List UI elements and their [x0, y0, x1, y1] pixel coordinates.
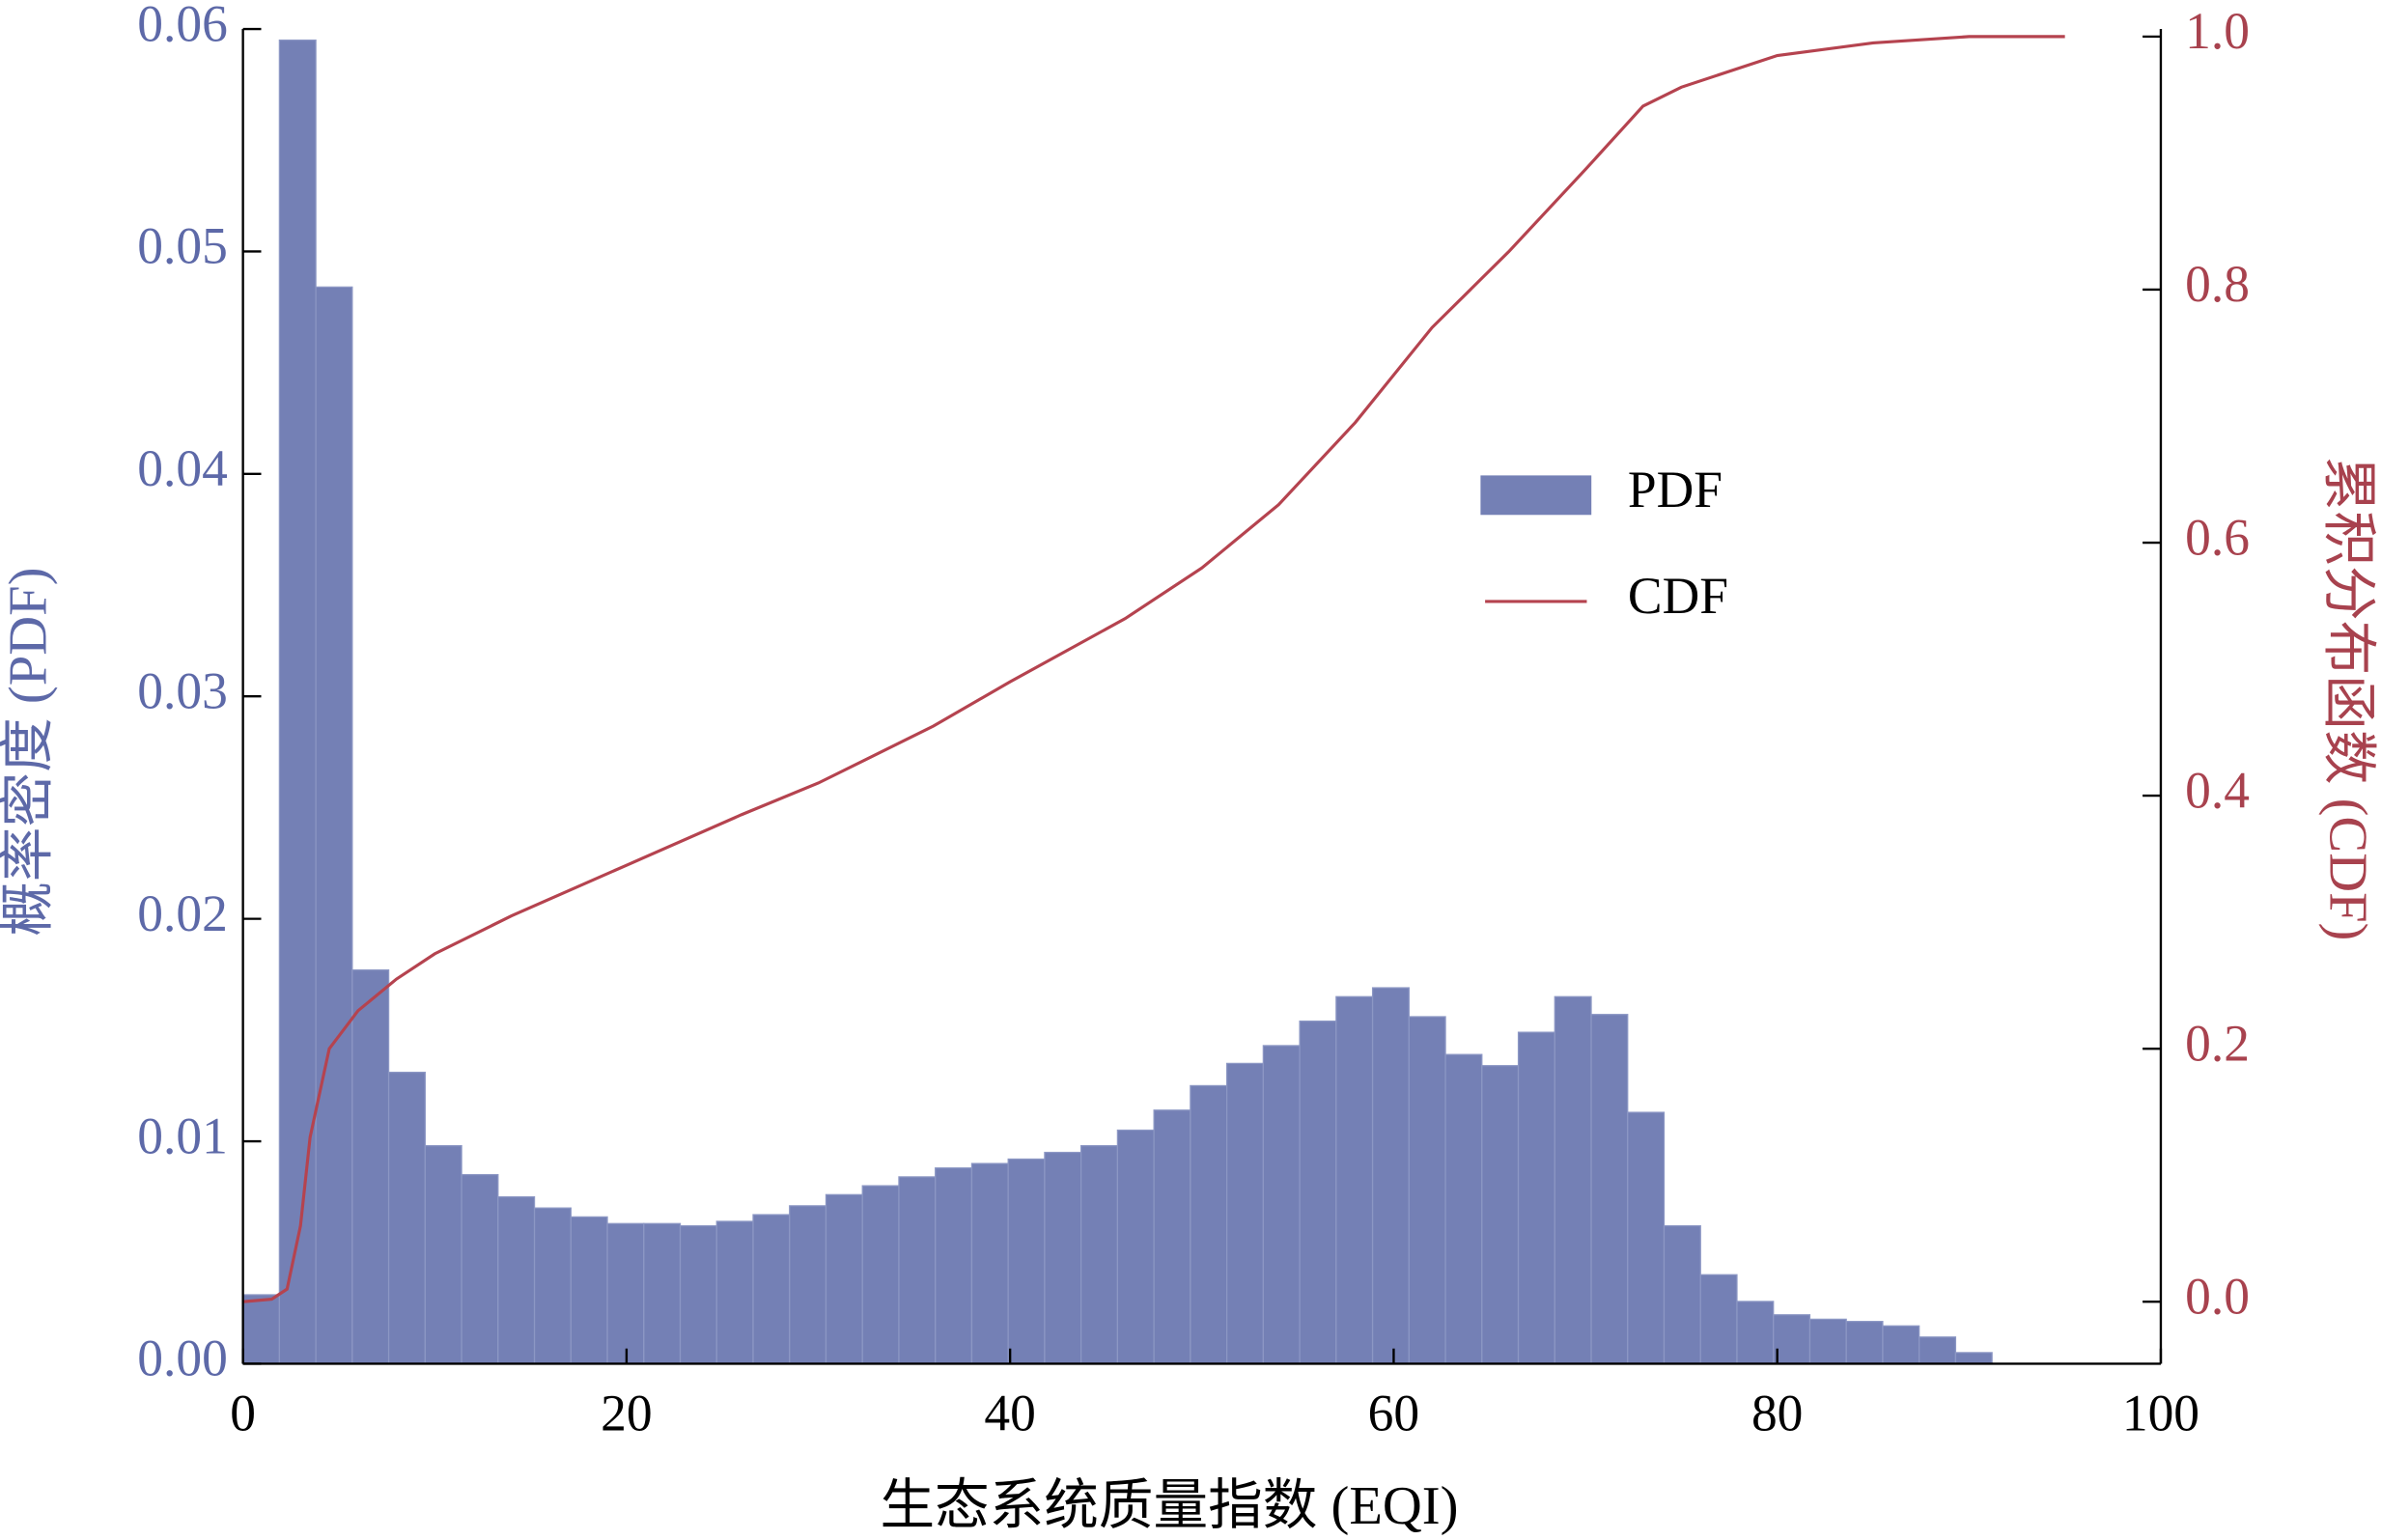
- y2-axis-title: 累积分布函数 (CDF): [2318, 457, 2378, 941]
- y-tick-label: 0.02: [137, 884, 228, 942]
- x-tick-label: 100: [2122, 1384, 2199, 1442]
- bar: [1808, 1318, 1847, 1365]
- bar: [1335, 995, 1374, 1365]
- bar: [1481, 1065, 1520, 1365]
- y2-tick-label: 0.4: [2185, 761, 2250, 819]
- y-tick-label: 0.03: [137, 661, 228, 719]
- y-tick-label: 0.05: [137, 217, 228, 275]
- bar: [861, 1185, 900, 1365]
- y2-tick-label: 0.6: [2185, 508, 2250, 566]
- bar: [424, 1145, 462, 1365]
- bar: [679, 1224, 717, 1365]
- bar: [533, 1207, 572, 1365]
- bar: [387, 1071, 426, 1365]
- x-axis-title: 生态系统质量指数 (EQI): [880, 1476, 1458, 1536]
- legend-swatch: [1480, 475, 1592, 516]
- bar: [242, 1294, 281, 1365]
- x-tick-label: 20: [601, 1384, 652, 1442]
- x-tick-label: 60: [1368, 1384, 1419, 1442]
- x-tick-label: 0: [230, 1384, 256, 1442]
- bar: [1663, 1224, 1701, 1365]
- bar: [497, 1195, 536, 1365]
- bar: [1190, 1084, 1228, 1365]
- bar: [789, 1205, 827, 1365]
- bar: [1627, 1111, 1666, 1365]
- bar: [1736, 1301, 1775, 1365]
- bar: [1262, 1045, 1301, 1365]
- bar: [1882, 1325, 1920, 1365]
- cdf-line: [242, 35, 2065, 1303]
- y-tick-label: 0.01: [137, 1106, 228, 1164]
- bar: [1919, 1336, 1957, 1365]
- legend-label: CDF: [1628, 567, 1728, 625]
- bar: [570, 1216, 608, 1365]
- x-tick-label: 80: [1751, 1384, 1803, 1442]
- bar: [1371, 987, 1410, 1365]
- y2-tick-label: 0.8: [2185, 255, 2250, 313]
- bar: [1554, 995, 1592, 1365]
- y2-tick-label: 0.2: [2185, 1014, 2250, 1072]
- bar: [1299, 1020, 1337, 1365]
- bar: [1225, 1062, 1264, 1365]
- x-tick-label: 40: [984, 1384, 1035, 1442]
- bar: [1044, 1151, 1082, 1365]
- bar: [1845, 1321, 1884, 1365]
- bar: [351, 968, 390, 1365]
- legend-label: PDF: [1628, 461, 1723, 518]
- y2-tick-label: 1.0: [2185, 2, 2250, 60]
- bar: [970, 1162, 1009, 1365]
- y-axis-title: 概率密度 (PDF): [0, 568, 59, 937]
- bar: [643, 1222, 682, 1365]
- bar: [1773, 1314, 1811, 1365]
- bar: [461, 1173, 499, 1365]
- bar: [1590, 1014, 1629, 1365]
- bar: [278, 39, 317, 1365]
- y-tick-label: 0.00: [137, 1330, 228, 1387]
- bar: [1007, 1158, 1046, 1365]
- bar: [752, 1214, 791, 1365]
- bar: [1408, 1016, 1446, 1365]
- bar: [1954, 1352, 1993, 1365]
- y-tick-label: 0.06: [137, 0, 228, 52]
- bar: [1153, 1109, 1191, 1365]
- bar: [1699, 1274, 1738, 1365]
- bar: [935, 1167, 973, 1365]
- bar: [1444, 1053, 1483, 1365]
- bar: [1517, 1031, 1555, 1365]
- bar: [715, 1220, 754, 1365]
- bar: [898, 1176, 937, 1365]
- y2-tick-label: 0.0: [2185, 1267, 2250, 1325]
- bar: [315, 286, 353, 1365]
- bar: [1080, 1145, 1119, 1365]
- bar: [606, 1222, 645, 1365]
- bar: [825, 1193, 863, 1365]
- bar: [1116, 1129, 1155, 1365]
- y-tick-label: 0.04: [137, 439, 228, 497]
